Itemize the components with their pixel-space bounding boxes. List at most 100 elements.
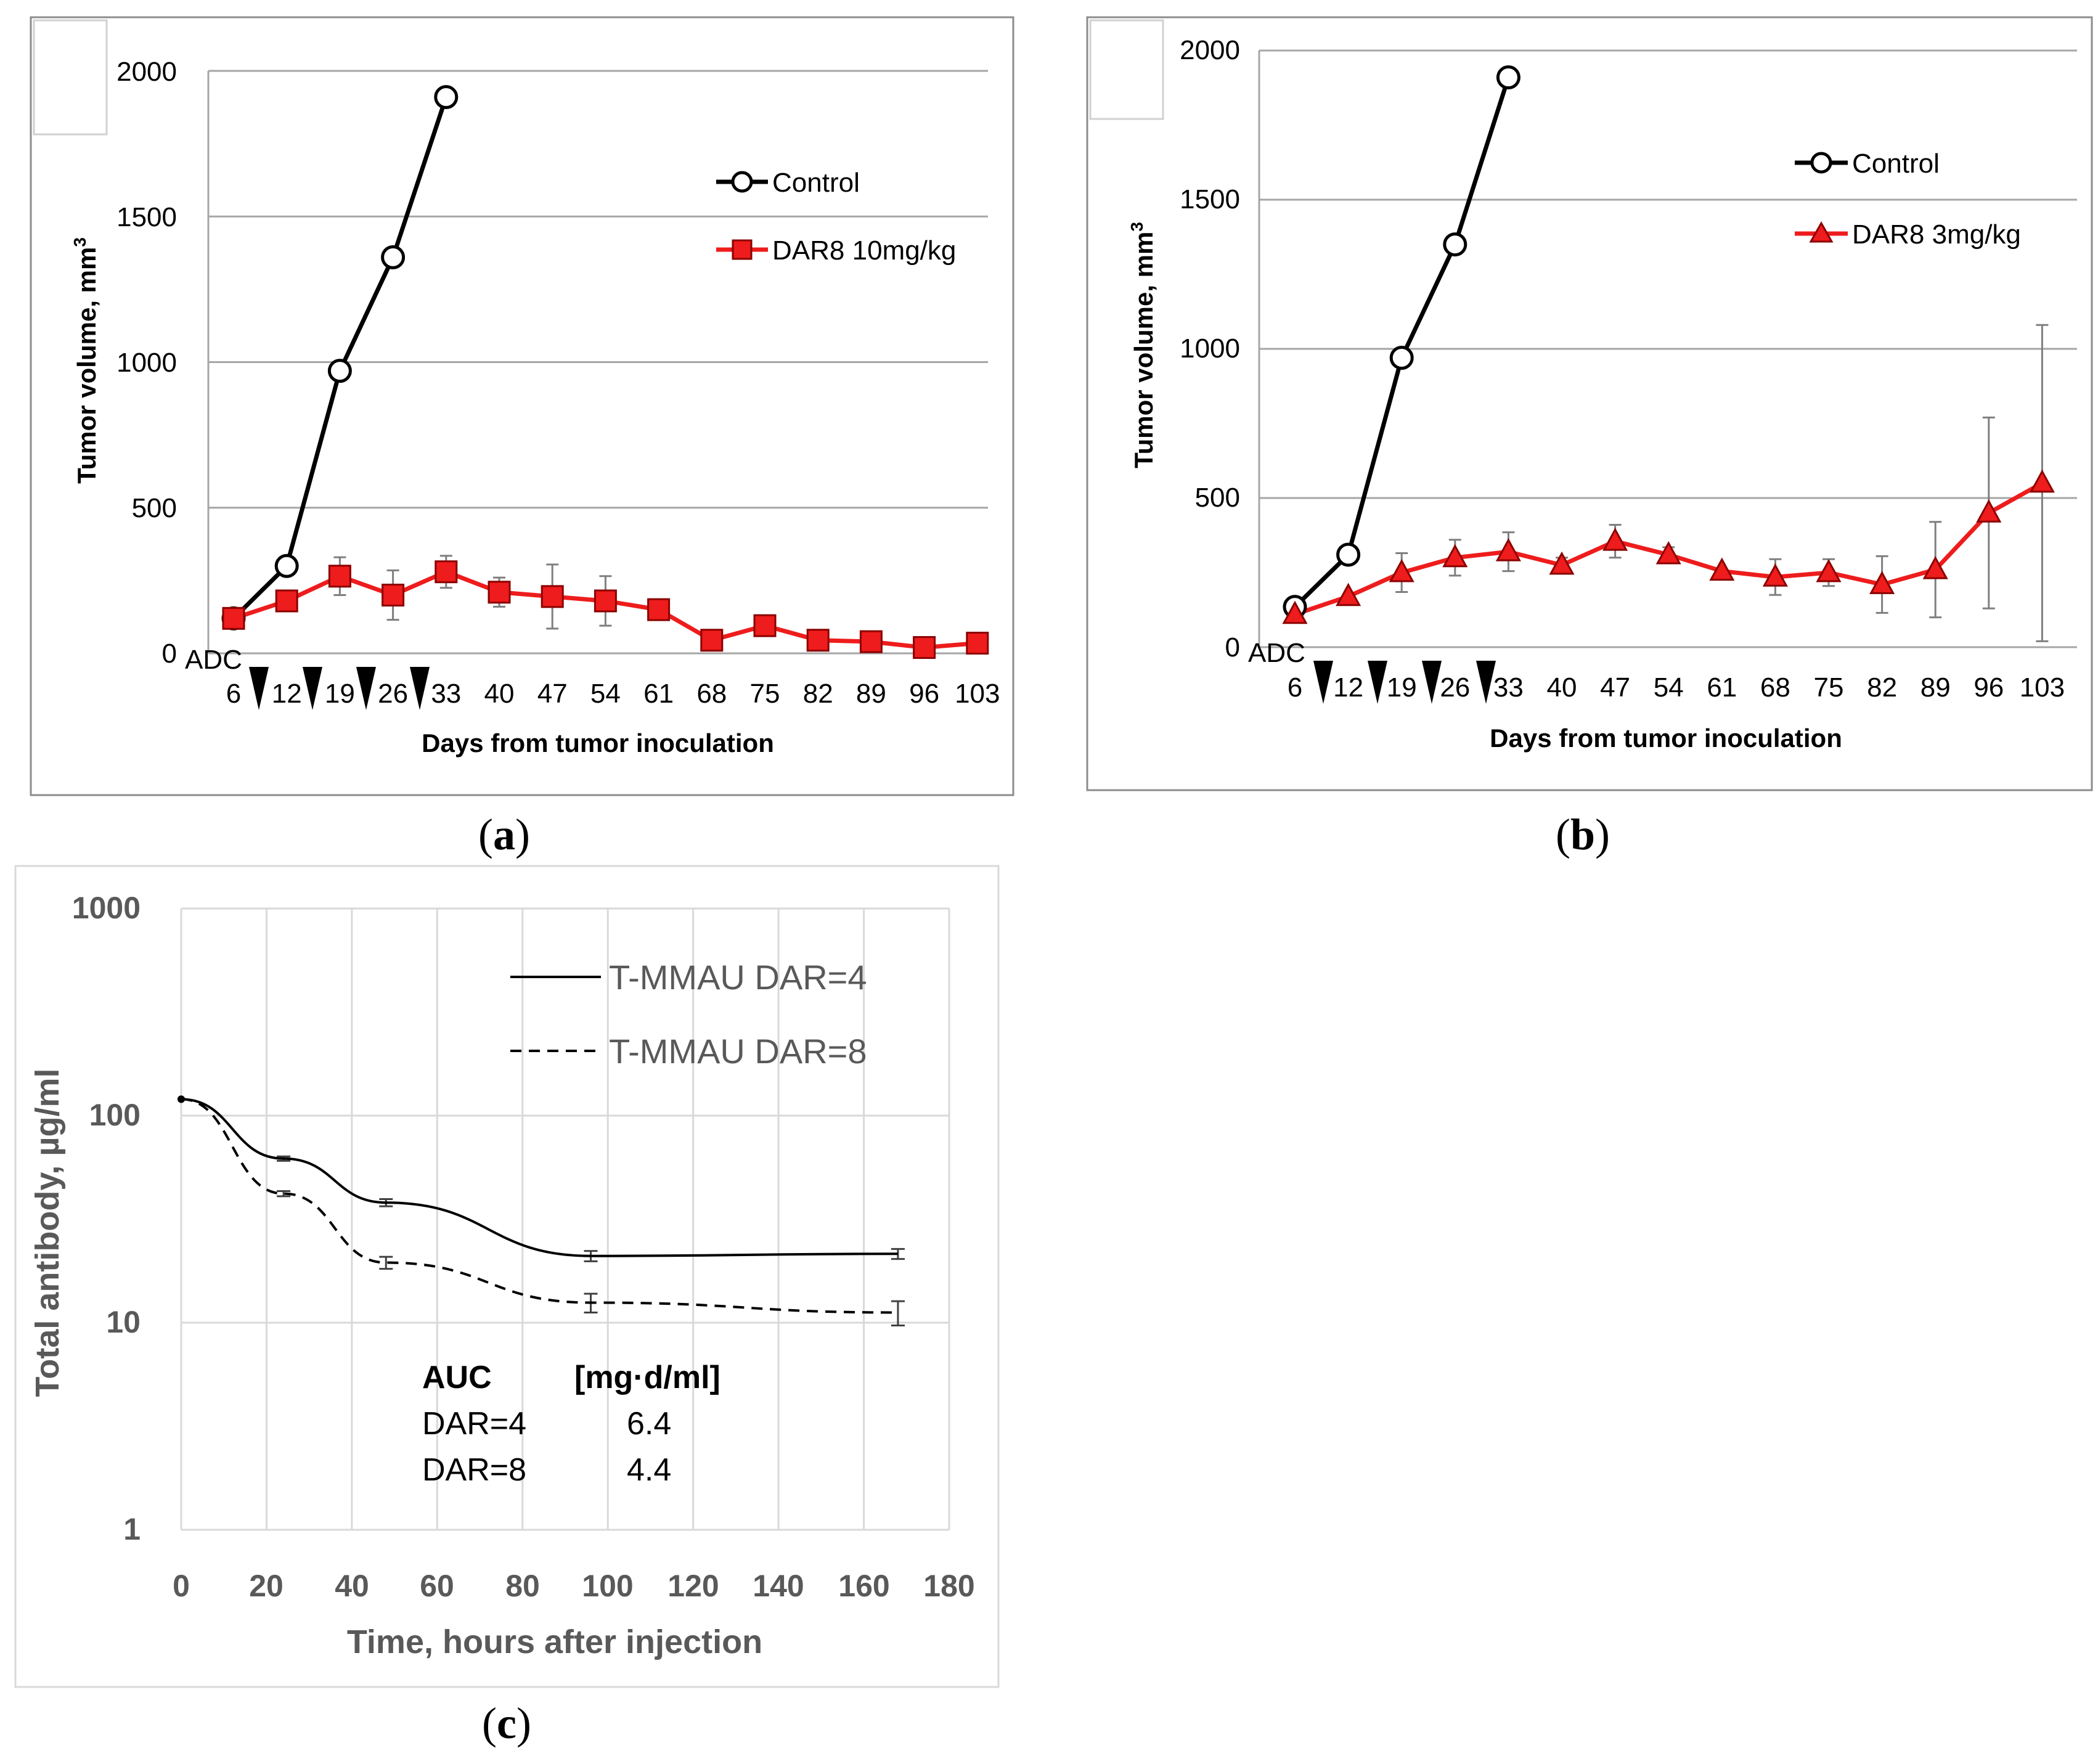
y-title-text: Tumor volume, mm	[1129, 232, 1158, 468]
x-tick: 40	[335, 1569, 369, 1603]
chart-c-gridlines	[180, 907, 950, 1531]
y-tick: 100	[89, 1098, 141, 1132]
chart-b-legend: Control DAR8 3mg/kg	[1795, 149, 2021, 250]
chart-b-dosing-markers	[1313, 661, 1496, 704]
x-tick: 68	[696, 679, 727, 709]
x-tick: 120	[667, 1569, 719, 1603]
control-point	[381, 245, 406, 269]
chart-b-markers	[1282, 65, 2055, 624]
dar8-point	[1709, 557, 1735, 581]
dar8-point	[700, 629, 724, 652]
x-tick: 82	[1867, 672, 1897, 703]
start-point	[178, 1095, 185, 1103]
dar8-point	[275, 589, 298, 613]
dar8-point	[1495, 537, 1521, 561]
auc-header-unit: [mg·d/ml]	[574, 1360, 720, 1395]
x-tick: 75	[750, 679, 780, 709]
dar8-point	[435, 560, 458, 584]
x-tick: 12	[272, 679, 302, 709]
dar8-point	[328, 565, 351, 588]
chart-b-dosing-label: ADC	[1248, 638, 1305, 668]
dosing-marker-icon	[356, 667, 376, 710]
legend-control-label: Control	[1852, 149, 1940, 179]
y-tick: 1000	[1180, 333, 1240, 364]
auc-row-value: 4.4	[627, 1452, 671, 1488]
series-line-dar8	[181, 1098, 898, 1314]
x-tick: 40	[484, 679, 515, 709]
chart-b-x-axis-title: Days from tumor inoculation	[1490, 724, 1842, 753]
chart-a-x-axis-title: Days from tumor inoculation	[422, 729, 774, 757]
dar8-point	[1549, 551, 1575, 575]
chart-a-dosing-label: ADC	[185, 645, 242, 675]
dar8-point	[1389, 558, 1414, 582]
x-tick: 89	[1920, 672, 1951, 703]
chart-a-legend: Control DAR8 10mg/kg	[716, 168, 956, 266]
x-tick: 61	[643, 679, 674, 709]
dosing-marker-icon	[1368, 661, 1387, 704]
y-tick: 500	[1195, 483, 1240, 513]
dar8-point	[1602, 528, 1628, 551]
y-title-text: Tumor volume, mm	[72, 247, 101, 484]
dar8-point	[966, 631, 989, 655]
y-tick: 2000	[116, 57, 177, 87]
auc-row-label: DAR=8	[422, 1452, 526, 1488]
x-tick: 160	[838, 1569, 889, 1603]
dar8-point	[913, 636, 936, 659]
x-tick: 103	[955, 679, 1000, 709]
chart-c-y-ticks: 1 10 100 1000	[72, 891, 141, 1546]
legend-control-marker	[1810, 152, 1832, 174]
x-tick: 60	[420, 1569, 454, 1603]
dar8-point	[2029, 469, 2055, 493]
legend-dar8-label: DAR8 3mg/kg	[1852, 219, 2021, 250]
dar8-point	[806, 629, 830, 652]
x-tick: 103	[2020, 672, 2065, 703]
y-tick: 2000	[1180, 35, 1240, 65]
control-point	[327, 359, 352, 383]
dar8-point	[859, 630, 883, 653]
control-point	[1389, 346, 1414, 370]
y-tick: 1	[123, 1512, 141, 1546]
y-tick: 1500	[116, 202, 177, 232]
dar8-point	[753, 614, 777, 637]
panel-label-b: (b)	[1556, 810, 1610, 859]
chart-a-markers	[221, 85, 989, 659]
chart-c-x-ticks: 0 20 40 60 80 100 120 140 160 180	[173, 1569, 975, 1603]
dar8-point	[1869, 571, 1895, 594]
chart-a: 0 500 1000 1500 2000 6 12 19 26 33 40 47 54 61 68…	[30, 16, 1014, 859]
dosing-marker-icon	[1313, 661, 1333, 704]
chart-c: 1 10 100 1000 0 20 40 60 80 100 120 140 …	[14, 865, 1000, 1748]
legend-dar8-label: DAR8 10mg/kg	[772, 235, 956, 266]
dosing-marker-icon	[410, 667, 430, 710]
control-point	[434, 85, 459, 110]
x-tick: 19	[1387, 672, 1417, 703]
dar8-point	[382, 584, 405, 606]
x-tick: 47	[1600, 672, 1630, 703]
chart-a-y-ticks: 0 500 1000 1500 2000	[116, 57, 177, 669]
legend-dar8-marker	[732, 239, 753, 260]
dar8-point	[1655, 541, 1681, 565]
control-point	[1443, 232, 1467, 257]
dar8-point	[1282, 600, 1308, 624]
chart-a-dosing-markers	[249, 667, 430, 710]
control-point	[274, 553, 299, 578]
chart-b-y-axis-title: Tumor volume, mm3	[1127, 222, 1158, 468]
dar8-point	[1336, 582, 1361, 606]
dar8-point	[1442, 544, 1468, 568]
x-tick: 6	[226, 679, 241, 709]
x-tick: 12	[1333, 672, 1363, 703]
x-tick: 0	[173, 1569, 190, 1603]
x-tick: 40	[1547, 672, 1577, 703]
dar8-point	[647, 598, 671, 621]
chart-c-legend: T-MMAU DAR=4 T-MMAU DAR=8	[510, 958, 867, 1071]
y-tick: 0	[1225, 632, 1240, 663]
dar8-point	[541, 585, 564, 608]
chart-a-frame	[30, 16, 1014, 796]
chart-b-frame	[1086, 16, 2093, 791]
x-tick: 140	[753, 1569, 804, 1603]
panel-label-c: (c)	[482, 1699, 531, 1748]
legend-control-label: Control	[772, 168, 860, 198]
y-tick: 500	[132, 493, 177, 523]
dosing-marker-icon	[303, 667, 322, 710]
chart-b: 0 500 1000 1500 2000 6 12 19 26 33 40 47 54 61 68…	[1086, 16, 2093, 859]
